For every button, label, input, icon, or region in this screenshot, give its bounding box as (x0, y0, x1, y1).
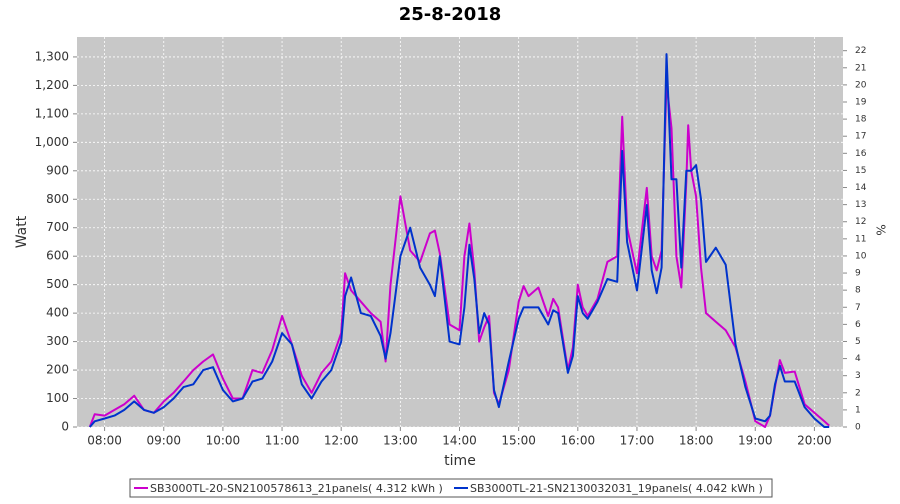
y2-tick-label: 13 (855, 200, 866, 210)
y-tick-label: 900 (46, 163, 69, 177)
y-tick-label: 1,100 (35, 106, 69, 120)
y2-tick-label: 16 (855, 149, 867, 159)
y2-tick-label: 14 (855, 183, 867, 193)
x-tick-label: 19:00 (738, 434, 773, 448)
legend-label: SB3000TL-21-SN2130032031_19panels( 4.042… (470, 482, 763, 495)
x-tick-label: 12:00 (324, 434, 359, 448)
y-tick-label: 200 (46, 363, 69, 377)
y-tick-label: 1,000 (35, 135, 69, 149)
y2-tick-label: 21 (855, 63, 866, 73)
plot-area (77, 37, 843, 427)
y2-tick-label: 2 (855, 388, 861, 398)
y2-tick-label: 8 (855, 286, 861, 296)
x-tick-label: 09:00 (146, 434, 181, 448)
legend (129, 478, 773, 498)
x-tick-label: 11:00 (265, 434, 300, 448)
y2-tick-label: 9 (855, 269, 861, 279)
y2-tick-label: 20 (855, 80, 867, 90)
y-tick-label: 600 (46, 249, 69, 263)
y2-tick-label: 18 (855, 115, 867, 125)
y2-tick-label: 6 (855, 320, 861, 330)
chart-title: 25-8-2018 (399, 4, 502, 25)
y-tick-label: 0 (61, 420, 69, 434)
y2-tick-label: 19 (855, 98, 867, 108)
y2-tick-label: 7 (855, 303, 861, 313)
y2-tick-label: 0 (855, 423, 861, 433)
y2-tick-label: 17 (855, 132, 866, 142)
y2-tick-label: 15 (855, 166, 866, 176)
y2-tick-label: 12 (855, 217, 866, 227)
x-tick-label: 08:00 (87, 434, 122, 448)
x-tick-label: 13:00 (383, 434, 418, 448)
x-axis-label: time (444, 453, 476, 469)
y2-tick-label: 11 (855, 234, 866, 244)
series-line (89, 53, 830, 428)
legend-label: SB3000TL-20-SN2100578613_21panels( 4.312… (150, 482, 443, 495)
x-tick-label: 14:00 (442, 434, 477, 448)
x-tick-label: 17:00 (620, 434, 655, 448)
y2-tick-label: 1 (855, 405, 861, 415)
y2-tick-label: 10 (855, 251, 867, 261)
y-axis-label: Watt (14, 215, 30, 248)
y2-tick-label: 22 (855, 46, 866, 56)
y2-tick-label: 5 (855, 337, 861, 347)
x-tick-label: 10:00 (206, 434, 241, 448)
y-tick-label: 500 (46, 277, 69, 291)
y-tick-label: 100 (46, 391, 69, 405)
x-tick-label: 18:00 (679, 434, 714, 448)
y2-tick-label: 3 (855, 371, 861, 381)
y-tick-label: 1,300 (35, 49, 69, 63)
y-tick-label: 1,200 (35, 78, 69, 92)
y2-axis-label: % (874, 224, 888, 235)
y2-tick-label: 4 (855, 354, 861, 364)
y-tick-label: 800 (46, 192, 69, 206)
x-tick-label: 15:00 (501, 434, 536, 448)
y-tick-label: 700 (46, 220, 69, 234)
x-tick-label: 20:00 (797, 434, 832, 448)
x-tick-label: 16:00 (561, 434, 596, 448)
y-tick-label: 300 (46, 334, 69, 348)
y-tick-label: 400 (46, 306, 69, 320)
